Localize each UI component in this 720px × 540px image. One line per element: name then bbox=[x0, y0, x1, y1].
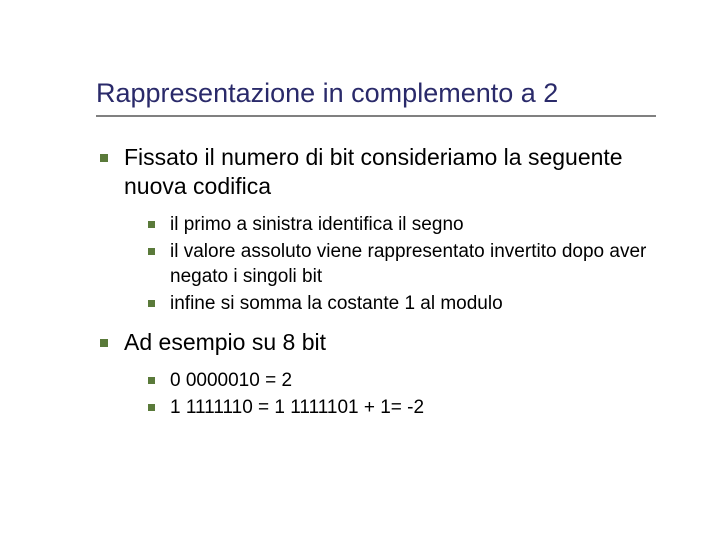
list-item-text: infine si somma la costante 1 al modulo bbox=[170, 293, 503, 314]
list-item-text: 0 0000010 = 2 bbox=[170, 370, 292, 391]
list-item: Fissato il numero di bit consideriamo la… bbox=[96, 143, 660, 316]
list-item: infine si somma la costante 1 al modulo bbox=[142, 291, 660, 316]
list-item-text: 1 1111110 = 1 1111101 + 1= -2 bbox=[170, 397, 424, 418]
list-item: 0 0000010 = 2 bbox=[142, 368, 660, 393]
list-item-text: il valore assoluto viene rappresentato i… bbox=[170, 241, 646, 287]
list-item: il primo a sinistra identifica il segno bbox=[142, 212, 660, 237]
list-item-text: Ad esempio su 8 bit bbox=[124, 329, 326, 355]
bullet-list-level2: il primo a sinistra identifica il segno … bbox=[124, 212, 660, 316]
list-item-text: Fissato il numero di bit consideriamo la… bbox=[124, 144, 623, 199]
list-item-text: il primo a sinistra identifica il segno bbox=[170, 214, 464, 235]
slide: Rappresentazione in complemento a 2 Fiss… bbox=[0, 0, 720, 540]
bullet-list-level1: Fissato il numero di bit consideriamo la… bbox=[96, 143, 660, 420]
bullet-list-level2: 0 0000010 = 2 1 1111110 = 1 1111101 + 1=… bbox=[124, 368, 660, 420]
slide-title: Rappresentazione in complemento a 2 bbox=[96, 78, 660, 109]
list-item: Ad esempio su 8 bit 0 0000010 = 2 1 1111… bbox=[96, 328, 660, 420]
list-item: il valore assoluto viene rappresentato i… bbox=[142, 239, 660, 289]
list-item: 1 1111110 = 1 1111101 + 1= -2 bbox=[142, 395, 660, 420]
title-underline bbox=[96, 115, 656, 117]
